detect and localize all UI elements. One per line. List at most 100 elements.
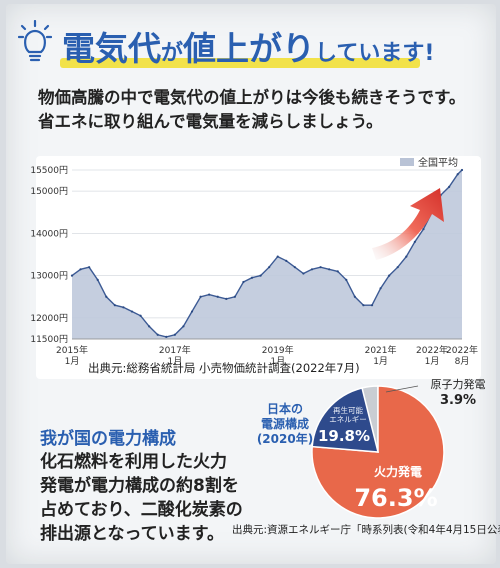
data-point bbox=[353, 295, 356, 298]
data-point bbox=[156, 333, 159, 336]
data-point bbox=[379, 287, 382, 290]
title-part-1: 電気代 bbox=[62, 29, 161, 68]
section-body-line-3: 占めており、二酸化炭素の bbox=[40, 500, 243, 520]
data-point bbox=[396, 266, 399, 269]
data-point bbox=[105, 295, 108, 298]
title-part-3: 値上がり bbox=[183, 29, 316, 68]
x-tick-label-year: 2022年 bbox=[416, 344, 448, 356]
x-tick-label-year: 2022年 bbox=[446, 344, 478, 356]
data-point bbox=[293, 266, 296, 269]
x-tick-label-year: 2021年 bbox=[365, 344, 397, 356]
data-point bbox=[285, 259, 288, 262]
data-point bbox=[405, 255, 408, 258]
data-point bbox=[122, 306, 125, 309]
x-tick-label-month: 1月 bbox=[425, 356, 440, 367]
data-point bbox=[182, 325, 185, 328]
data-point bbox=[448, 185, 451, 188]
data-point bbox=[113, 304, 116, 307]
pie-title-line-1: 日本の bbox=[266, 402, 303, 416]
pie-source: 出典元:資源エネルギー庁「時系列表(令和4年4月15日公表)」 bbox=[232, 524, 500, 536]
data-point bbox=[456, 173, 459, 176]
pie-slice bbox=[311, 387, 379, 453]
data-point bbox=[148, 325, 151, 328]
data-point bbox=[79, 268, 82, 271]
section-body-line-4: 排出源となっています。 bbox=[40, 524, 224, 544]
y-tick-label: 13000円 bbox=[30, 271, 68, 282]
slice-value-nuclear: 3.9% bbox=[440, 393, 476, 408]
section-body: 化石燃料を利用した火力 発電が電力構成の約8割を 占めており、二酸化炭素の 排出… bbox=[40, 450, 255, 546]
pie-title-line-2: 電源構成 bbox=[260, 417, 309, 431]
data-point bbox=[370, 304, 374, 307]
data-point bbox=[345, 278, 348, 281]
x-tick-label-year: 2017年 bbox=[159, 344, 191, 356]
lead-text: 物価高騰の中で電気代の値上がりは今後も続きそうです。 省エネに取り組んで電気量を… bbox=[38, 86, 488, 134]
page-title: 電気代が値上がりしています! bbox=[62, 22, 434, 70]
data-point bbox=[242, 280, 245, 284]
x-tick-label-month: 1月 bbox=[167, 356, 182, 367]
section-body-line-2: 発電が電力構成の約8割を bbox=[40, 476, 239, 496]
x-tick-label-year: 2019年 bbox=[262, 344, 294, 356]
x-tick-label-month: 1月 bbox=[270, 356, 285, 367]
pie-title: 日本の 電源構成 (2020年) bbox=[250, 402, 320, 447]
data-point bbox=[88, 266, 91, 269]
data-point bbox=[173, 333, 176, 336]
data-point bbox=[199, 295, 202, 298]
data-point bbox=[96, 278, 99, 281]
x-tick-label-month: 1月 bbox=[373, 356, 388, 367]
data-point bbox=[165, 335, 168, 338]
lead-line-1: 物価高騰の中で電気代の値上がりは今後も続きそうです。 bbox=[38, 88, 466, 107]
data-point bbox=[190, 310, 194, 313]
data-point bbox=[208, 293, 211, 296]
data-point bbox=[336, 270, 339, 273]
slice-label-renewable-2: エネルギー bbox=[329, 415, 367, 424]
slice-value-thermal: 76.3% bbox=[354, 484, 437, 512]
data-point bbox=[310, 268, 314, 271]
data-point bbox=[362, 304, 365, 307]
data-point bbox=[388, 274, 391, 277]
section-body-line-1: 化石燃料を利用した火力 bbox=[40, 452, 227, 472]
data-point bbox=[413, 240, 416, 243]
data-point bbox=[250, 276, 254, 279]
slice-label-renewable-1: 再生可能 bbox=[333, 405, 363, 415]
title-part-4: しています! bbox=[315, 41, 435, 66]
rising-arrow-icon bbox=[372, 188, 444, 260]
slice-label-thermal: 火力発電 bbox=[374, 464, 422, 479]
data-point bbox=[328, 268, 331, 271]
pie-title-line-3: (2020年) bbox=[256, 432, 314, 446]
slice-label-nuclear: 原子力発電 bbox=[431, 377, 486, 391]
data-point bbox=[276, 255, 279, 258]
data-point bbox=[216, 295, 219, 298]
data-point bbox=[460, 168, 464, 172]
x-tick-label-month: 8月 bbox=[455, 356, 470, 367]
legend-swatch bbox=[400, 158, 414, 166]
chart-source: 出典元:総務省統計局 小売物価統計調査(2022年7月) bbox=[88, 361, 360, 375]
data-point bbox=[225, 297, 228, 300]
nuclear-leader-line bbox=[385, 385, 419, 393]
slice-value-renewable: 19.8% bbox=[318, 427, 370, 445]
headline-underline bbox=[60, 58, 420, 68]
section-title-text: 我が国の電力構成 bbox=[40, 429, 176, 449]
y-tick-label: 15500円 bbox=[30, 165, 68, 176]
data-point bbox=[422, 228, 425, 231]
data-point bbox=[319, 266, 322, 269]
data-point bbox=[130, 310, 134, 313]
data-point bbox=[70, 274, 74, 277]
data-point bbox=[139, 314, 142, 317]
y-tick-label: 11500円 bbox=[30, 334, 68, 345]
area-fill bbox=[72, 170, 462, 339]
data-point bbox=[259, 274, 262, 277]
title-part-2: が bbox=[161, 41, 184, 66]
x-tick-label-year: 2015年 bbox=[56, 344, 88, 356]
data-point bbox=[302, 272, 305, 275]
y-tick-label: 14000円 bbox=[30, 228, 68, 239]
line-chart: 11500円 12000円 13000円 14000円 15000円 15500円 2015… bbox=[30, 156, 478, 367]
y-tick-label: 15000円 bbox=[30, 186, 68, 197]
x-tick-label-month: 1月 bbox=[65, 356, 80, 367]
data-point bbox=[268, 266, 271, 269]
lead-line-2: 省エネに取り組んで電気量を減らしましょう。 bbox=[38, 112, 383, 131]
lightbulb-icon bbox=[18, 20, 52, 62]
legend-label: 全国平均 bbox=[418, 156, 458, 169]
section-title: 我が国の電力構成 bbox=[40, 424, 210, 451]
